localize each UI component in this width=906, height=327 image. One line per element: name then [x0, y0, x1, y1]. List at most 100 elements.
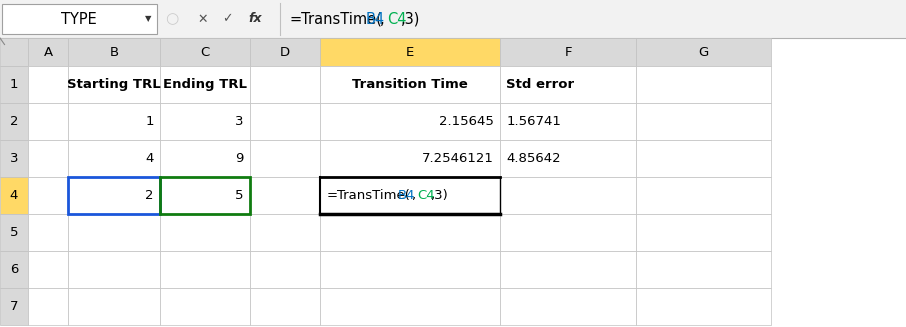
Bar — [160, 177, 250, 214]
Text: ▼: ▼ — [144, 14, 151, 24]
Text: 5: 5 — [236, 189, 244, 202]
Bar — [28, 177, 68, 214]
Bar — [160, 288, 250, 325]
Bar — [28, 38, 68, 66]
Text: C4: C4 — [387, 11, 407, 26]
Bar — [320, 251, 500, 288]
Text: B4: B4 — [398, 189, 415, 202]
Bar — [68, 140, 160, 177]
Text: 1: 1 — [145, 115, 154, 128]
Bar — [0, 66, 28, 103]
Bar — [250, 140, 320, 177]
Bar — [160, 214, 250, 251]
Text: 3: 3 — [10, 152, 18, 165]
Bar — [0, 38, 28, 66]
Text: 3: 3 — [236, 115, 244, 128]
Text: 2: 2 — [145, 189, 154, 202]
Bar — [68, 103, 160, 140]
Text: 6: 6 — [10, 263, 18, 276]
Text: ,: , — [410, 189, 415, 202]
Bar — [0, 103, 28, 140]
Text: G: G — [699, 45, 708, 59]
Text: 7.2546121: 7.2546121 — [422, 152, 494, 165]
Text: ,3): ,3) — [430, 189, 448, 202]
Bar — [500, 288, 636, 325]
Text: 2: 2 — [10, 115, 18, 128]
Bar — [160, 66, 250, 103]
Text: 1.56741: 1.56741 — [506, 115, 561, 128]
Text: =TransTime(: =TransTime( — [289, 11, 382, 26]
Bar — [160, 103, 250, 140]
Bar — [250, 288, 320, 325]
Text: F: F — [564, 45, 572, 59]
Bar — [2, 4, 157, 34]
Bar — [320, 288, 500, 325]
Bar — [636, 288, 771, 325]
Text: B4: B4 — [366, 11, 385, 26]
Bar — [28, 288, 68, 325]
Bar — [500, 214, 636, 251]
Bar — [68, 288, 160, 325]
Bar — [160, 140, 250, 177]
Bar — [500, 140, 636, 177]
Bar — [160, 38, 250, 66]
Text: 4: 4 — [10, 189, 18, 202]
Text: C4: C4 — [418, 189, 435, 202]
Text: Std error: Std error — [506, 78, 574, 91]
Bar — [636, 140, 771, 177]
Bar — [636, 214, 771, 251]
Bar — [0, 251, 28, 288]
Bar — [320, 103, 500, 140]
Bar — [160, 177, 250, 214]
Bar — [320, 177, 500, 214]
Text: fx: fx — [249, 12, 263, 26]
Bar — [68, 177, 160, 214]
Bar — [636, 177, 771, 214]
Bar — [250, 251, 320, 288]
Bar — [250, 177, 320, 214]
Text: E: E — [406, 45, 414, 59]
Bar — [68, 214, 160, 251]
Bar — [28, 103, 68, 140]
Text: ✓: ✓ — [222, 12, 233, 26]
Text: 4: 4 — [145, 152, 154, 165]
Text: ○: ○ — [165, 11, 178, 26]
Bar — [28, 140, 68, 177]
Bar — [0, 140, 28, 177]
Bar — [250, 214, 320, 251]
Bar — [500, 66, 636, 103]
Text: ,: , — [381, 11, 385, 26]
Bar — [500, 103, 636, 140]
Text: C: C — [200, 45, 209, 59]
Bar — [636, 38, 771, 66]
Text: 4.85642: 4.85642 — [506, 152, 561, 165]
Bar — [636, 251, 771, 288]
Bar — [28, 214, 68, 251]
Bar — [0, 288, 28, 325]
Bar — [500, 251, 636, 288]
Text: TYPE: TYPE — [61, 11, 96, 26]
Bar — [0, 177, 28, 214]
Bar — [68, 38, 160, 66]
Text: B: B — [110, 45, 119, 59]
Text: D: D — [280, 45, 290, 59]
Bar — [250, 103, 320, 140]
Text: ✕: ✕ — [198, 12, 208, 26]
Text: A: A — [43, 45, 53, 59]
Bar — [500, 38, 636, 66]
Bar — [68, 177, 160, 214]
Text: 5: 5 — [10, 226, 18, 239]
Bar — [320, 140, 500, 177]
Text: Starting TRL: Starting TRL — [67, 78, 161, 91]
Text: Ending TRL: Ending TRL — [163, 78, 247, 91]
Bar — [320, 38, 500, 66]
Bar — [636, 103, 771, 140]
Text: ,3): ,3) — [401, 11, 420, 26]
Bar — [28, 251, 68, 288]
Bar — [68, 251, 160, 288]
Bar — [28, 66, 68, 103]
Bar — [68, 66, 160, 103]
Bar — [636, 66, 771, 103]
Bar — [0, 214, 28, 251]
Text: 1: 1 — [10, 78, 18, 91]
